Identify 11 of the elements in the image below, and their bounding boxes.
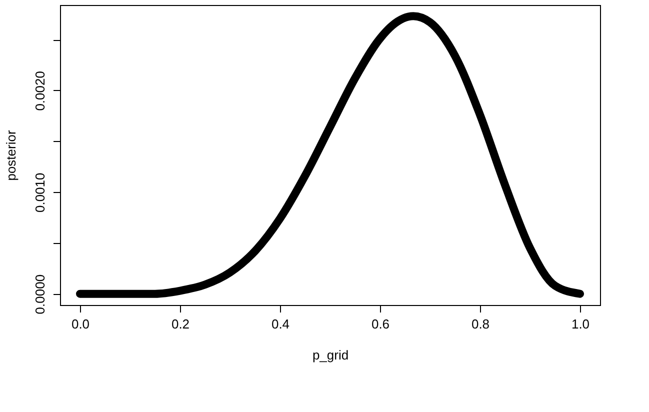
y-tick-label: 0.0010 <box>32 172 48 212</box>
y-tick-label: 0.0020 <box>32 71 48 111</box>
y-tick-label: 0.0000 <box>32 274 48 314</box>
x-tick-label: 0.8 <box>471 316 490 332</box>
x-tick-label: 1.0 <box>571 316 590 332</box>
y-axis-title: posterior <box>4 130 18 181</box>
x-axis-title: p_grid <box>312 348 349 362</box>
x-tick-label: 0.2 <box>171 316 190 332</box>
x-tick-label: 0.4 <box>271 316 290 332</box>
x-tick-label: 0.6 <box>371 316 390 332</box>
x-tick-label: 0.0 <box>71 316 90 332</box>
